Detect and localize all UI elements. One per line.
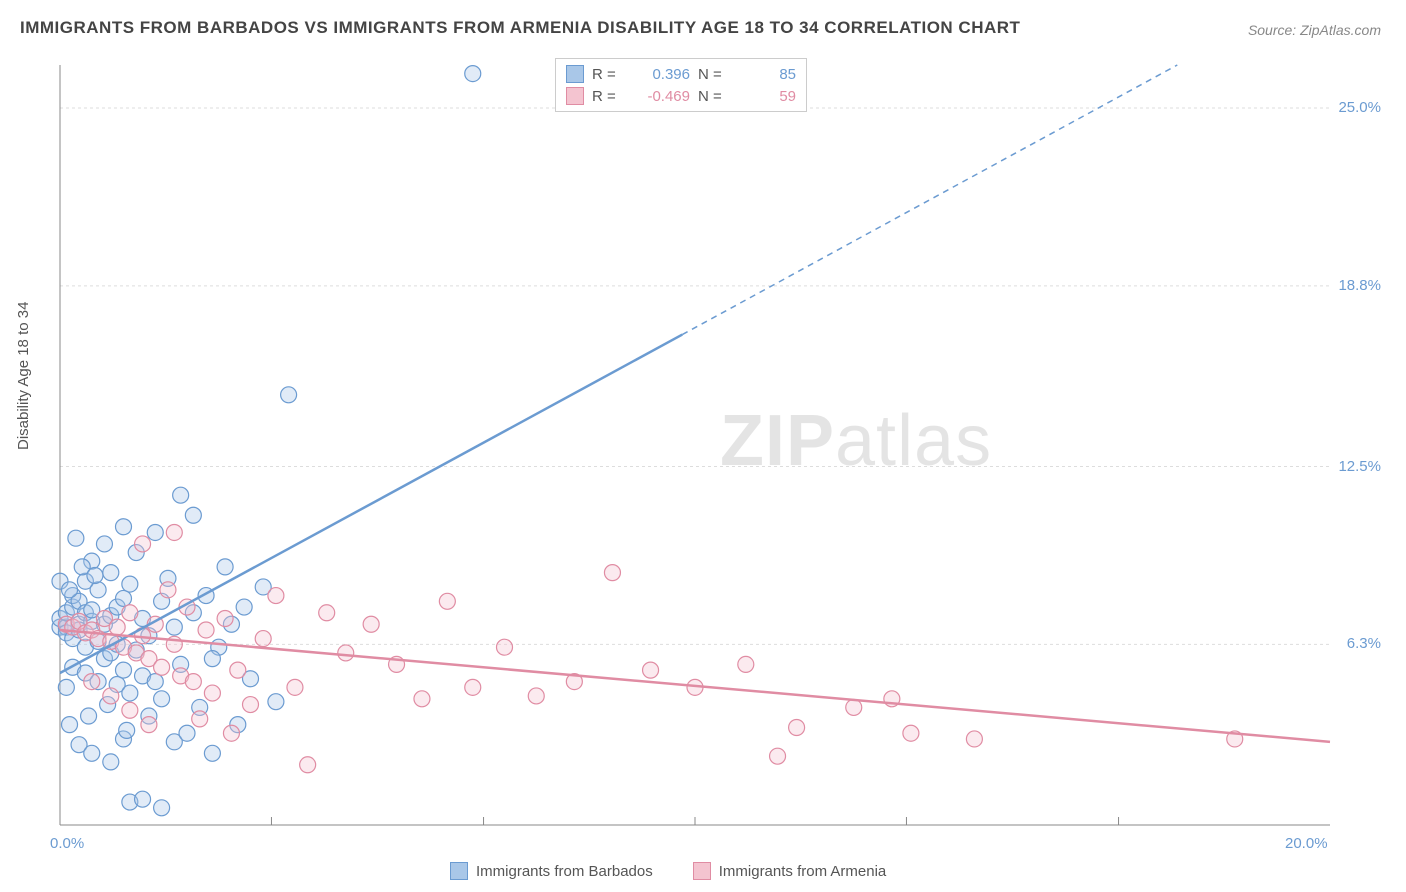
r-label: R = <box>592 88 622 105</box>
r-label: R = <box>592 66 622 83</box>
n-label: N = <box>698 66 728 83</box>
n-label: N = <box>698 88 728 105</box>
chart-svg <box>50 55 1380 855</box>
correlation-stats-box: R = 0.396 N = 85 R = -0.469 N = 59 <box>555 58 807 112</box>
legend-label-series2: Immigrants from Armenia <box>719 863 887 880</box>
y-tick-label: 12.5% <box>1338 458 1381 475</box>
y-tick-label: 25.0% <box>1338 99 1381 116</box>
n-value-series2: 59 <box>736 88 796 105</box>
y-axis-label: Disability Age 18 to 34 <box>15 302 32 450</box>
legend-label-series1: Immigrants from Barbados <box>476 863 653 880</box>
chart-plot-area <box>50 55 1380 855</box>
legend-swatch-series2 <box>693 862 711 880</box>
legend-item-series1: Immigrants from Barbados <box>450 862 653 880</box>
stats-row-series1: R = 0.396 N = 85 <box>566 63 796 85</box>
chart-title: IMMIGRANTS FROM BARBADOS VS IMMIGRANTS F… <box>20 18 1020 38</box>
y-tick-label: 18.8% <box>1338 277 1381 294</box>
r-value-series2: -0.469 <box>630 88 690 105</box>
source-value: ZipAtlas.com <box>1300 22 1381 38</box>
source-attribution: Source: ZipAtlas.com <box>1248 22 1381 38</box>
legend-item-series2: Immigrants from Armenia <box>693 862 887 880</box>
swatch-series2 <box>566 87 584 105</box>
r-value-series1: 0.396 <box>630 66 690 83</box>
source-label: Source: <box>1248 22 1296 38</box>
n-value-series1: 85 <box>736 66 796 83</box>
stats-row-series2: R = -0.469 N = 59 <box>566 85 796 107</box>
legend-swatch-series1 <box>450 862 468 880</box>
x-tick-label: 0.0% <box>50 835 84 852</box>
x-tick-label: 20.0% <box>1285 835 1328 852</box>
swatch-series1 <box>566 65 584 83</box>
chart-container: IMMIGRANTS FROM BARBADOS VS IMMIGRANTS F… <box>0 0 1406 892</box>
y-tick-label: 6.3% <box>1347 635 1381 652</box>
legend: Immigrants from Barbados Immigrants from… <box>450 862 886 880</box>
